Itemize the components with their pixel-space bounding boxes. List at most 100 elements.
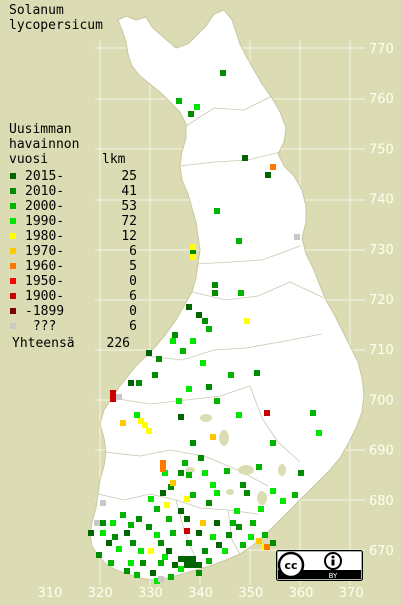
observation-square	[206, 326, 212, 332]
observation-square	[190, 492, 196, 498]
legend-swatch	[10, 323, 16, 329]
legend-count: 53	[121, 199, 137, 214]
observation-square	[184, 516, 190, 522]
observation-square	[220, 70, 226, 76]
region-borders	[97, 95, 325, 561]
x-axis-label: 340	[188, 586, 213, 601]
observation-square	[270, 164, 276, 170]
observation-square	[110, 396, 116, 402]
observation-square	[214, 490, 220, 496]
observation-square	[166, 548, 172, 554]
observation-square	[250, 520, 256, 526]
observation-square	[180, 348, 186, 354]
observation-square	[190, 248, 196, 254]
observation-square	[166, 516, 172, 522]
observation-square	[256, 464, 262, 470]
observation-square	[162, 554, 168, 560]
x-axis-label: 370	[339, 586, 364, 601]
observation-square	[236, 238, 242, 244]
legend-swatch	[10, 293, 16, 299]
observation-square	[248, 534, 254, 540]
observation-square	[148, 496, 154, 502]
observation-square	[270, 488, 276, 494]
observation-square	[154, 578, 160, 584]
y-axis-label: 750	[369, 142, 394, 157]
observation-square	[170, 338, 176, 344]
observation-square	[236, 524, 242, 530]
legend-count-header: lkm	[102, 152, 126, 167]
observation-square	[134, 572, 140, 578]
observation-square	[100, 500, 106, 506]
legend-label: 2000-	[25, 199, 65, 214]
observation-square	[120, 420, 126, 426]
observation-square	[270, 440, 276, 446]
observation-square	[112, 534, 118, 540]
observation-square	[270, 540, 276, 546]
observation-square	[184, 528, 190, 534]
x-axis-label: 350	[238, 586, 263, 601]
observation-square	[190, 440, 196, 446]
license-by-text: BY	[329, 572, 338, 580]
observation-square	[158, 576, 164, 582]
y-axis-label: 730	[369, 243, 394, 258]
observation-square	[256, 538, 262, 544]
observation-square	[136, 516, 142, 522]
legend-count: 0	[129, 274, 137, 289]
observation-square	[108, 560, 114, 566]
observation-square	[178, 470, 184, 476]
observation-square	[106, 540, 112, 546]
observation-square	[124, 568, 130, 574]
y-axis-label: 690	[369, 444, 394, 459]
observation-square	[244, 490, 250, 496]
observation-square	[182, 460, 188, 466]
y-axis-label: 770	[369, 42, 394, 57]
legend-label: ???	[25, 319, 57, 334]
observation-square	[178, 508, 184, 514]
observation-square	[162, 470, 168, 476]
observation-square	[202, 470, 208, 476]
observation-square	[176, 398, 182, 404]
observation-square	[156, 356, 162, 362]
observation-square	[128, 522, 134, 528]
observation-square	[210, 534, 216, 540]
y-axis-label: 670	[369, 544, 394, 559]
observation-square	[240, 542, 246, 548]
observation-square	[190, 556, 196, 562]
observation-square	[310, 410, 316, 416]
observation-square	[120, 512, 126, 518]
observation-square	[264, 544, 270, 550]
lakes	[185, 414, 286, 505]
observation-square	[222, 548, 228, 554]
observation-square	[214, 520, 220, 526]
y-axis-labels: 770 760 750 740 730 720 710 700 690 680 670	[369, 42, 394, 559]
observation-square	[298, 470, 304, 476]
observation-square	[206, 558, 212, 564]
observation-square	[140, 560, 146, 566]
legend-label: 1900-	[25, 289, 65, 304]
observation-square	[196, 570, 202, 576]
legend-swatch	[10, 248, 16, 254]
observation-square	[202, 548, 208, 554]
observation-square	[110, 520, 116, 526]
y-axis-label: 740	[369, 193, 394, 208]
legend-count: 0	[129, 304, 137, 319]
cc-by-icon[interactable]: cc BY	[276, 550, 363, 581]
legend-count: 72	[121, 214, 137, 229]
observation-square	[244, 318, 250, 324]
observation-square	[212, 290, 218, 296]
title-line: lycopersicum	[9, 18, 103, 33]
observation-square	[202, 318, 208, 324]
observation-square	[146, 524, 152, 530]
observation-square	[138, 548, 144, 554]
x-axis-label: 330	[138, 586, 163, 601]
observation-square	[158, 560, 164, 566]
y-axis-label: 720	[369, 293, 394, 308]
observation-square	[210, 434, 216, 440]
observation-square	[196, 562, 202, 568]
legend-count: 6	[129, 319, 137, 334]
legend-period-header: vuosi	[9, 152, 49, 167]
legend-label: 1950-	[25, 274, 65, 289]
observation-square	[110, 390, 116, 396]
